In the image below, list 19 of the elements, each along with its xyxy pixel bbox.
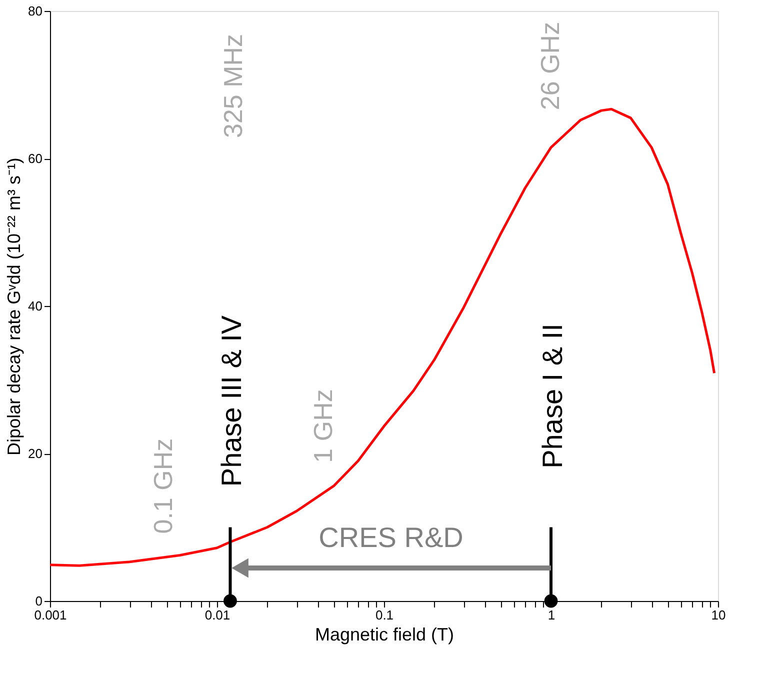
x-tick-label: 10 xyxy=(711,608,726,622)
annotation: 26 GHz xyxy=(535,22,565,110)
x-tick-label: 0.1 xyxy=(375,608,394,622)
annotation: Phase I & II xyxy=(537,324,568,468)
y-tick-label: 60 xyxy=(28,151,42,166)
y-tick-label: 0 xyxy=(35,594,42,608)
y-axis-title: Dipolar decay rate Gᵛdd (10⁻²² m³ s⁻¹) xyxy=(4,158,24,456)
annotation: 325 MHz xyxy=(218,34,248,138)
annotation: 1 GHz xyxy=(308,389,338,463)
annotation: 0.1 GHz xyxy=(148,438,178,534)
x-tick-label: 0.001 xyxy=(34,608,67,622)
y-tick-label: 40 xyxy=(28,298,42,314)
x-tick-label: 0.01 xyxy=(204,608,230,622)
annotation: Phase III & IV xyxy=(216,315,247,487)
y-tick-label: 20 xyxy=(28,446,42,461)
x-axis-title: Magnetic field (T) xyxy=(314,624,454,644)
x-tick-label: 1 xyxy=(548,608,556,622)
y-tick-label: 80 xyxy=(28,4,42,18)
annotation: CRES R&D xyxy=(318,522,464,553)
